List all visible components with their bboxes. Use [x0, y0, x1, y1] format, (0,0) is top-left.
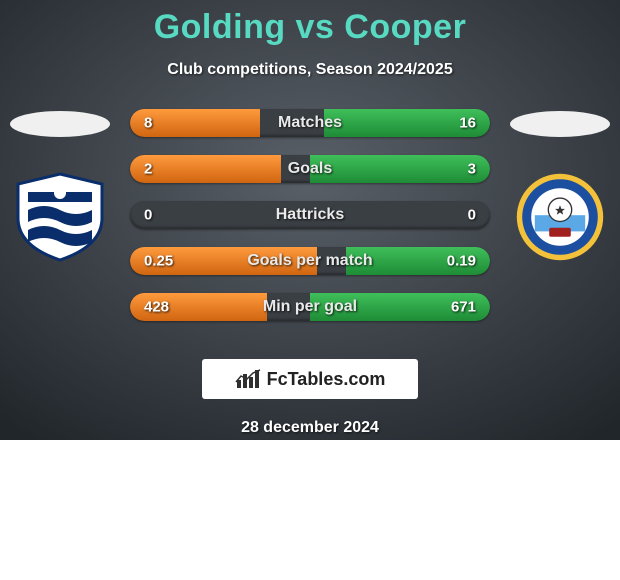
card-content: Golding vs Cooper Club competitions, Sea…	[0, 0, 620, 440]
bar-left	[130, 293, 267, 321]
comparison-card: Golding vs Cooper Club competitions, Sea…	[0, 0, 620, 440]
right-crest	[510, 167, 610, 267]
value-left: 0	[144, 207, 152, 224]
stat-row: 428671Min per goal	[130, 293, 490, 321]
stat-row: 816Matches	[130, 109, 490, 137]
left-crest	[10, 167, 110, 267]
logo-text: FcTables.com	[267, 369, 386, 390]
bar-left	[130, 247, 317, 275]
page-title: Golding vs Cooper	[0, 0, 620, 47]
bar-right	[346, 247, 490, 275]
date-text: 28 december 2024	[0, 419, 620, 437]
subtitle: Club competitions, Season 2024/2025	[0, 61, 620, 79]
left-swoosh-icon	[10, 111, 110, 137]
bar-chart-icon	[235, 368, 261, 390]
bar-left	[130, 109, 260, 137]
right-swoosh-icon	[510, 111, 610, 137]
stat-row: 23Goals	[130, 155, 490, 183]
stat-row: 0.250.19Goals per match	[130, 247, 490, 275]
bar-right	[310, 293, 490, 321]
player-right-col	[500, 109, 620, 339]
stats-area: 816Matches 23Goals 0 0Hattricks 0.250.19Goal…	[0, 109, 620, 339]
shield-crest-icon	[10, 172, 110, 262]
stat-label: Hattricks	[130, 206, 490, 224]
circle-crest-icon	[510, 172, 610, 262]
bar-left	[130, 155, 281, 183]
bar-right	[324, 109, 490, 137]
stat-row: 0 0Hattricks	[130, 201, 490, 229]
value-right: 0	[468, 207, 476, 224]
player-left-col	[0, 109, 120, 339]
stat-rows: 816Matches 23Goals 0 0Hattricks 0.250.19Goal…	[130, 109, 490, 321]
fctables-logo: FcTables.com	[202, 359, 418, 399]
bar-right	[310, 155, 490, 183]
